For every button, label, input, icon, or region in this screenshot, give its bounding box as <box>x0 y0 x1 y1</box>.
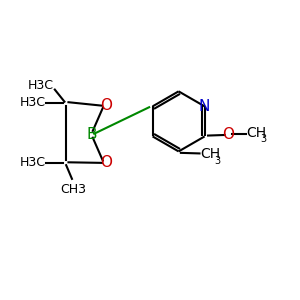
Text: H3C: H3C <box>28 79 54 92</box>
Text: N: N <box>199 99 210 114</box>
Text: 3: 3 <box>214 156 220 166</box>
Text: O: O <box>100 98 112 113</box>
Text: CH: CH <box>247 126 267 140</box>
Text: O: O <box>100 155 112 170</box>
Text: CH: CH <box>200 147 220 161</box>
Text: B: B <box>86 127 97 142</box>
Text: H3C: H3C <box>20 96 46 109</box>
Text: 3: 3 <box>261 134 267 144</box>
Text: O: O <box>222 127 234 142</box>
Text: H3C: H3C <box>20 156 46 170</box>
Text: CH3: CH3 <box>60 183 86 196</box>
